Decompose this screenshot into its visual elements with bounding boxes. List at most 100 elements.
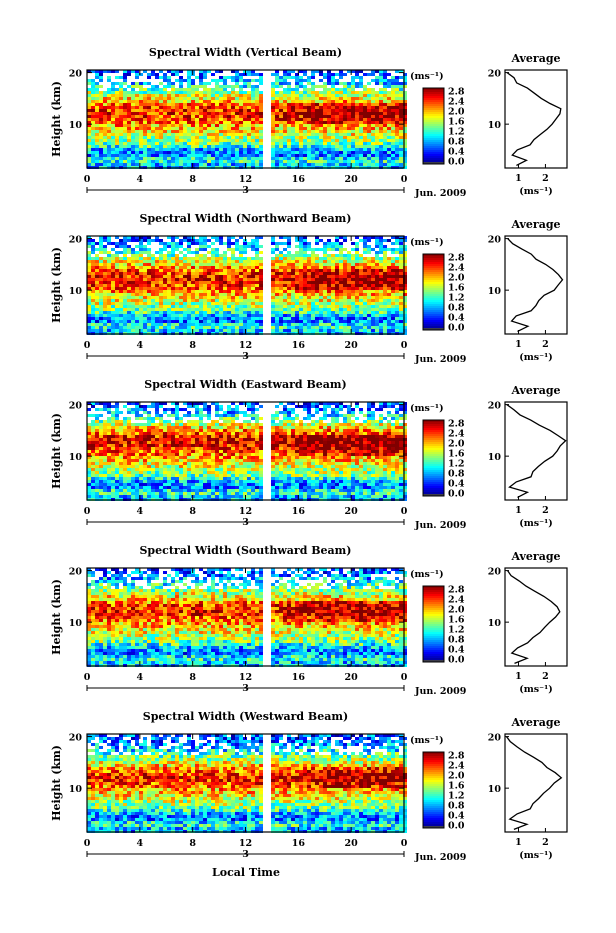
heatmap-cell <box>111 290 115 293</box>
heatmap-cell <box>363 73 367 76</box>
heatmap-cell <box>367 106 371 109</box>
heatmap-cell <box>351 127 355 130</box>
heatmap-cell <box>335 278 339 281</box>
heatmap-cell <box>231 136 235 139</box>
heatmap-cell <box>171 296 175 299</box>
heatmap-cell <box>167 305 171 308</box>
heatmap-cell <box>107 260 111 263</box>
heatmap-cell <box>327 290 331 293</box>
heatmap-cell <box>203 139 207 142</box>
heatmap-cell <box>191 142 195 145</box>
heatmap-cell <box>115 82 119 85</box>
heatmap-cell <box>195 163 199 166</box>
heatmap-cell <box>271 115 275 118</box>
heatmap-cell <box>299 115 303 118</box>
heatmap-cell <box>167 106 171 109</box>
heatmap-cell <box>187 278 191 281</box>
heatmap-cell <box>171 85 175 88</box>
heatmap-cell <box>175 311 179 314</box>
heatmap-cell <box>255 248 259 251</box>
heatmap-cell <box>167 151 171 154</box>
heatmap-cell <box>303 329 307 332</box>
heatmap-cell <box>359 326 363 329</box>
heatmap-cell <box>243 275 247 278</box>
heatmap-cell <box>231 242 235 245</box>
heatmap-cell <box>363 115 367 118</box>
heatmap-cell <box>211 248 215 251</box>
heatmap-cell <box>251 248 255 251</box>
heatmap-cell <box>159 121 163 124</box>
heatmap-cell <box>279 139 283 142</box>
heatmap-cell <box>215 139 219 142</box>
heatmap-cell <box>339 133 343 136</box>
heatmap-cell <box>199 248 203 251</box>
heatmap-cell <box>235 275 239 278</box>
heatmap-cell <box>159 136 163 139</box>
heatmap-cell <box>115 275 119 278</box>
heatmap-cell <box>231 329 235 332</box>
heatmap-cell <box>307 302 311 305</box>
heatmap-cell <box>239 269 243 272</box>
heatmap-cell <box>219 94 223 97</box>
heatmap-cell <box>119 130 123 133</box>
heatmap-cell <box>307 118 311 121</box>
heatmap-cell <box>231 88 235 91</box>
heatmap-cell <box>343 160 347 163</box>
heatmap-cell <box>311 299 315 302</box>
heatmap-cell <box>143 284 147 287</box>
heatmap-cell <box>151 257 155 260</box>
heatmap-cell <box>131 157 135 160</box>
heatmap-cell <box>199 278 203 281</box>
heatmap-cell <box>143 311 147 314</box>
heatmap-cell <box>331 133 335 136</box>
heatmap-cell <box>255 326 259 329</box>
heatmap-cell <box>207 130 211 133</box>
heatmap-cell <box>207 323 211 326</box>
heatmap-cell <box>331 263 335 266</box>
heatmap-cell <box>299 82 303 85</box>
heatmap-cell <box>275 133 279 136</box>
heatmap-cell <box>371 133 375 136</box>
heatmap-cell <box>167 127 171 130</box>
heatmap-cell <box>367 323 371 326</box>
heatmap <box>87 402 407 501</box>
heatmap-cell <box>131 82 135 85</box>
heatmap-cell <box>243 139 247 142</box>
heatmap-cell <box>187 145 191 148</box>
heatmap-cell <box>239 293 243 296</box>
heatmap-cell <box>399 263 403 266</box>
heatmap-cell <box>175 323 179 326</box>
heatmap-cell <box>271 323 275 326</box>
heatmap-cell <box>319 148 323 151</box>
heatmap-cell <box>395 302 399 305</box>
heatmap-cell <box>323 269 327 272</box>
heatmap-cell <box>347 263 351 266</box>
heatmap-cell <box>123 112 127 115</box>
heatmap-cell <box>327 103 331 106</box>
heatmap-cell <box>235 266 239 269</box>
heatmap-cell <box>139 115 143 118</box>
heatmap-cell <box>271 275 275 278</box>
heatmap-cell <box>323 260 327 263</box>
heatmap-cell <box>319 326 323 329</box>
heatmap-cell <box>359 91 363 94</box>
heatmap-cell <box>111 287 115 290</box>
heatmap-cell <box>335 136 339 139</box>
heatmap-cell <box>139 97 143 100</box>
heatmap-cell <box>127 284 131 287</box>
heatmap-cell <box>159 257 163 260</box>
heatmap-cell <box>187 284 191 287</box>
heatmap-cell <box>95 148 99 151</box>
heatmap-cell <box>235 314 239 317</box>
heatmap-cell <box>203 254 207 257</box>
heatmap-cell <box>179 121 183 124</box>
heatmap <box>87 236 407 335</box>
heatmap-cell <box>359 323 363 326</box>
x-tick-label: 4 <box>137 340 144 351</box>
heatmap-cell <box>199 160 203 163</box>
heatmap-cell <box>223 326 227 329</box>
heatmap-cell <box>303 302 307 305</box>
heatmap-cell <box>395 112 399 115</box>
heatmap-cell <box>107 88 111 91</box>
